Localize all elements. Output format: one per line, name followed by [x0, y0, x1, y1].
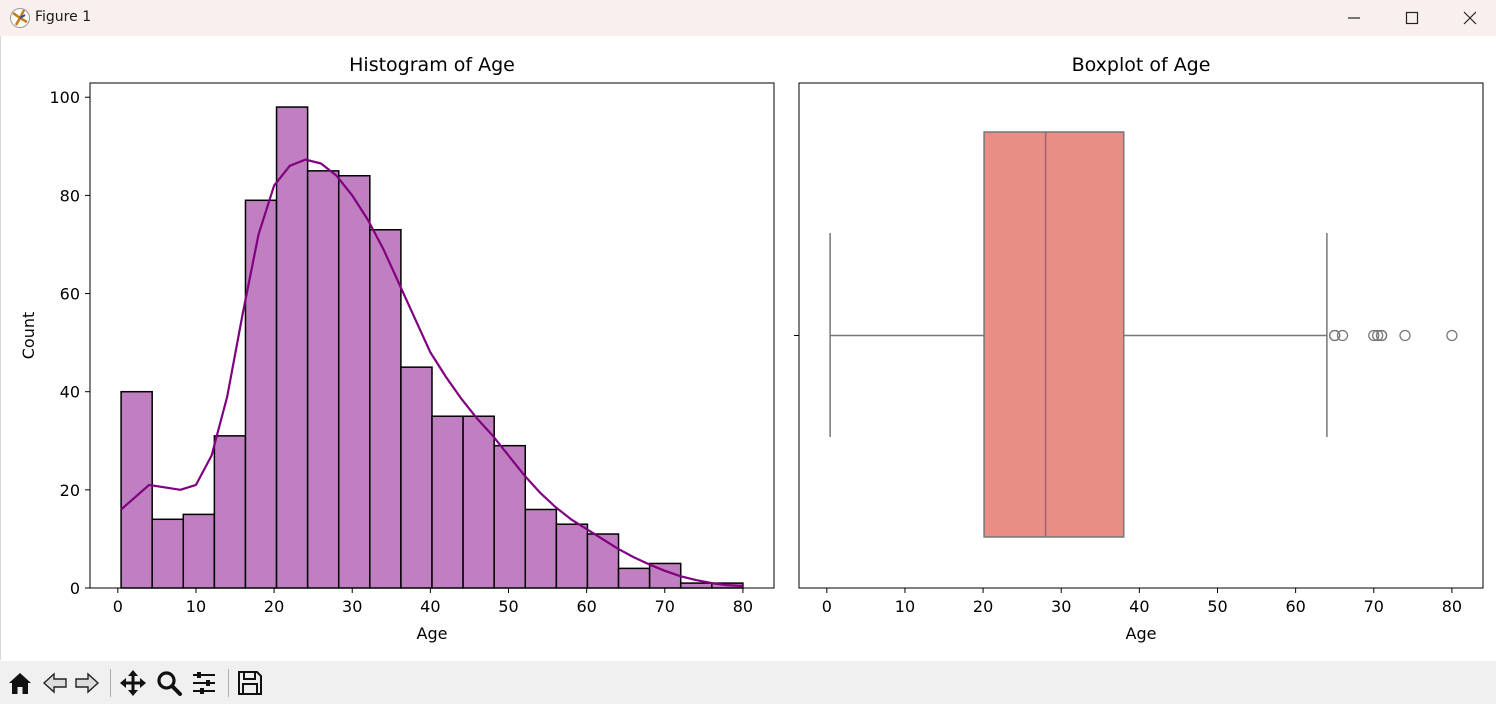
- histogram-bar: [524, 508, 558, 589]
- save-icon: [238, 671, 262, 695]
- x-tick-label: 40: [420, 597, 440, 616]
- histogram-bar: [431, 415, 464, 589]
- x-tick-label: 70: [655, 597, 675, 616]
- x-tick-label: 50: [498, 597, 518, 616]
- x-tick-label: 10: [186, 597, 206, 616]
- title-bar: Figure 1: [0, 0, 1496, 36]
- iqr-box: [983, 131, 1125, 538]
- chart-title: Histogram of Age: [349, 54, 515, 76]
- histogram-axes: 0 10 20 30 40 50 60 70 80 0 20 40 60 80 100 Histogram o…: [19, 54, 775, 643]
- outlier-point: [1375, 329, 1388, 342]
- histogram-bar: [151, 518, 185, 589]
- x-tick-label: 0: [822, 597, 832, 616]
- window-title: Figure 1: [35, 9, 92, 25]
- x-tick-label: 10: [895, 597, 915, 616]
- y-tick-label: 20: [60, 481, 80, 500]
- save-button[interactable]: [234, 667, 266, 699]
- x-tick-label: 20: [973, 597, 993, 616]
- histogram-bar: [555, 523, 589, 589]
- navigation-toolbar: [0, 661, 1496, 704]
- maximize-icon: [1405, 11, 1419, 25]
- zoom-icon: [157, 671, 182, 696]
- toolbar-separator: [228, 669, 229, 697]
- outlier-point: [1368, 329, 1380, 342]
- x-tick-label: 80: [1442, 597, 1462, 616]
- app-icon: [10, 8, 30, 28]
- y-axis-label: Count: [19, 312, 38, 360]
- figure-canvas[interactable]: 0 10 20 30 40 50 60 70 80 0 20 40 60 80 100 Histogram o…: [0, 36, 1496, 660]
- x-tick-label: 60: [576, 597, 596, 616]
- histogram-bar: [244, 199, 278, 589]
- histogram-bar: [493, 444, 527, 589]
- histogram-bar: [306, 170, 340, 589]
- y-tick-label: 0: [70, 579, 80, 598]
- outlier-point: [1446, 329, 1458, 342]
- minimize-icon: [1348, 17, 1360, 19]
- home-button[interactable]: [4, 667, 36, 699]
- minimize-button[interactable]: [1325, 0, 1383, 36]
- kde-line: [120, 158, 743, 588]
- histogram-bar: [462, 415, 495, 589]
- close-button[interactable]: [1441, 0, 1496, 36]
- x-tick-label: 30: [1051, 597, 1071, 616]
- x-tick-label: 30: [342, 597, 362, 616]
- histogram-bar: [586, 533, 620, 589]
- forward-button[interactable]: [71, 667, 103, 699]
- x-tick-label: 60: [1285, 597, 1305, 616]
- home-icon: [9, 673, 31, 694]
- histogram-bar: [182, 513, 216, 589]
- outlier-point: [1329, 329, 1341, 342]
- histogram-bar: [617, 567, 651, 589]
- x-tick-label: 0: [113, 597, 123, 616]
- x-tick-label: 80: [733, 597, 753, 616]
- y-tick-label: 60: [60, 285, 80, 304]
- y-tick-label: 40: [60, 383, 80, 402]
- back-icon: [42, 672, 67, 694]
- x-axis-label: Age: [417, 624, 448, 643]
- x-tick-label: 40: [1129, 597, 1149, 616]
- forward-icon: [75, 672, 100, 694]
- histogram-bar: [369, 228, 402, 589]
- pan-icon: [120, 670, 146, 696]
- histogram-bar: [400, 366, 433, 589]
- chart-title: Boxplot of Age: [1072, 54, 1211, 76]
- configure-icon: [193, 672, 215, 694]
- pan-button[interactable]: [117, 667, 149, 699]
- zoom-button[interactable]: [153, 667, 185, 699]
- histogram-bar: [337, 175, 371, 589]
- boxplot-axes: 0 10 20 30 40 50 60 70 80 Boxplot of Age Age: [794, 54, 1484, 643]
- back-button[interactable]: [39, 667, 71, 699]
- histogram-bar: [213, 435, 247, 589]
- x-axis-label: Age: [1126, 624, 1157, 643]
- outlier-point: [1399, 329, 1411, 342]
- histogram-bar: [120, 390, 153, 589]
- configure-button[interactable]: [188, 667, 220, 699]
- histogram-frame: [89, 82, 775, 589]
- outlier-point: [1372, 329, 1384, 342]
- histogram-bar: [679, 582, 713, 589]
- close-icon: [1463, 11, 1477, 25]
- y-tick-label: 80: [60, 186, 80, 205]
- x-tick-label: 70: [1364, 597, 1384, 616]
- maximize-button[interactable]: [1383, 0, 1441, 36]
- histogram-bar: [275, 106, 309, 589]
- y-tick-label: 100: [49, 88, 80, 107]
- toolbar-separator: [110, 669, 111, 697]
- outlier-point: [1336, 329, 1349, 342]
- x-tick-label: 20: [264, 597, 284, 616]
- x-tick-label: 50: [1207, 597, 1227, 616]
